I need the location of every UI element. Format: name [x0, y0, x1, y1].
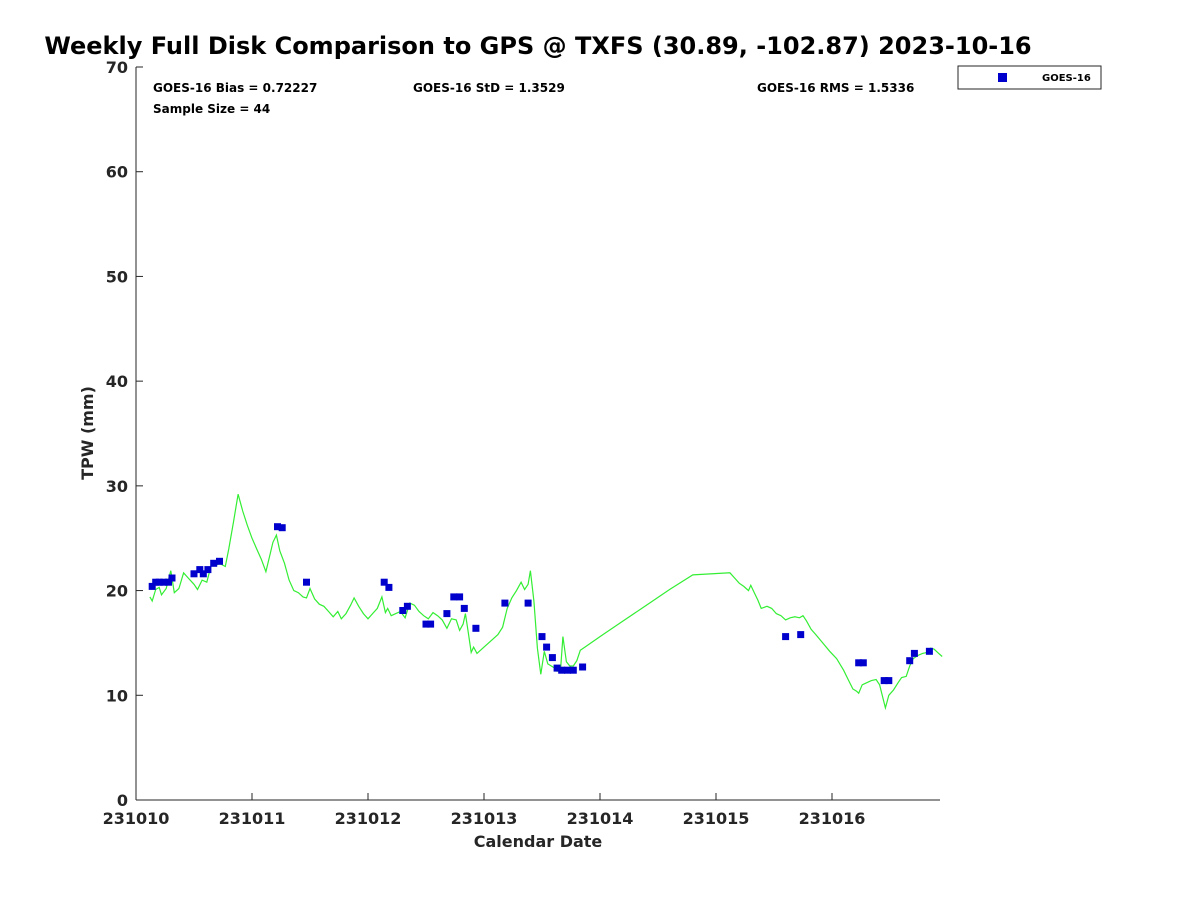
- y-tick-label: 0: [117, 791, 128, 810]
- goes-16-point: [450, 593, 458, 601]
- goes-16-point: [885, 677, 893, 685]
- goes-16-point: [501, 599, 509, 607]
- goes-16-point: [460, 604, 468, 612]
- x-tick-label: 231012: [335, 809, 402, 828]
- goes-16-point: [538, 633, 546, 641]
- goes-16-point: [216, 557, 223, 565]
- x-axis-label: Calendar Date: [474, 832, 603, 851]
- y-tick-label: 40: [106, 372, 128, 391]
- std-stat: GOES-16 StD = 1.3529: [413, 81, 565, 95]
- goes-16-point: [797, 631, 805, 639]
- goes-16-point: [303, 578, 310, 586]
- goes-16-point: [906, 657, 914, 665]
- x-ticks: 231010 231011 231012 231013 231014 231015 2310…: [103, 793, 866, 828]
- y-tick-label: 70: [106, 58, 128, 77]
- x-tick-label: 231015: [683, 809, 750, 828]
- goes-16-point: [456, 593, 464, 601]
- goes-16-point: [155, 578, 163, 586]
- y-tick-label: 50: [106, 267, 128, 286]
- goes-16-point: [422, 620, 430, 628]
- goes-16-point: [399, 607, 407, 614]
- goes-16-point: [380, 578, 388, 586]
- goes-16-point: [558, 666, 566, 674]
- x-tick-label: 231013: [451, 809, 518, 828]
- goes-16-point: [196, 566, 204, 574]
- sample-size-stat: Sample Size = 44: [153, 102, 270, 116]
- y-tick-label: 10: [106, 686, 128, 705]
- goes-16-point: [859, 659, 867, 667]
- goes-16-point: [880, 677, 888, 685]
- legend-marker-square-icon: [998, 73, 1007, 82]
- legend-label: GOES-16: [1042, 73, 1091, 84]
- goes-16-point: [160, 578, 168, 586]
- rms-stat: GOES-16 RMS = 1.5336: [757, 81, 914, 95]
- goes-16-point: [199, 570, 207, 578]
- chart-title: Weekly Full Disk Comparison to GPS @ TXF…: [44, 32, 1031, 60]
- y-tick-label: 20: [106, 582, 128, 601]
- goes-16-point: [443, 610, 451, 618]
- goes-16-point: [427, 620, 435, 628]
- goes-16-point: [274, 523, 281, 531]
- gps-line: [149, 494, 943, 711]
- goes-16-point: [190, 570, 198, 578]
- goes-16-point: [204, 566, 212, 574]
- y-tick-label: 60: [106, 163, 128, 182]
- goes-16-point: [472, 624, 480, 632]
- goes-16-point: [543, 643, 551, 651]
- goes-16-point: [548, 654, 556, 662]
- y-ticks: 0 10 20 30 40 50 60 70: [106, 58, 143, 810]
- goes-16-point: [524, 599, 532, 607]
- goes-16-point: [910, 649, 918, 657]
- goes-16-point: [165, 578, 172, 586]
- goes-16-point: [148, 582, 156, 590]
- goes-16-point: [385, 583, 393, 591]
- plot-area: [135, 67, 940, 801]
- y-tick-label: 30: [106, 477, 128, 496]
- legend: GOES-16: [957, 65, 1102, 90]
- goes-16-series: [148, 523, 933, 685]
- x-tick-label: 231016: [799, 809, 866, 828]
- goes-16-point: [782, 633, 790, 641]
- goes-16-point: [553, 664, 561, 672]
- goes-16-point: [403, 602, 411, 610]
- x-tick-label: 231014: [567, 809, 634, 828]
- goes-16-point: [855, 659, 863, 667]
- y-axis-label: TPW (mm): [78, 386, 97, 480]
- x-tick-label: 231011: [219, 809, 286, 828]
- x-tick-label: 231010: [103, 809, 170, 828]
- gps-series: [149, 494, 943, 711]
- goes-16-point: [210, 559, 218, 567]
- goes-16-point: [569, 666, 577, 674]
- bias-stat: GOES-16 Bias = 0.72227: [153, 81, 317, 95]
- goes-16-point: [564, 666, 571, 674]
- goes-16-point: [168, 574, 176, 582]
- goes-16-point: [925, 647, 933, 655]
- goes-16-point: [579, 663, 587, 671]
- goes-16-point: [278, 524, 286, 532]
- legend-box: [957, 65, 1102, 90]
